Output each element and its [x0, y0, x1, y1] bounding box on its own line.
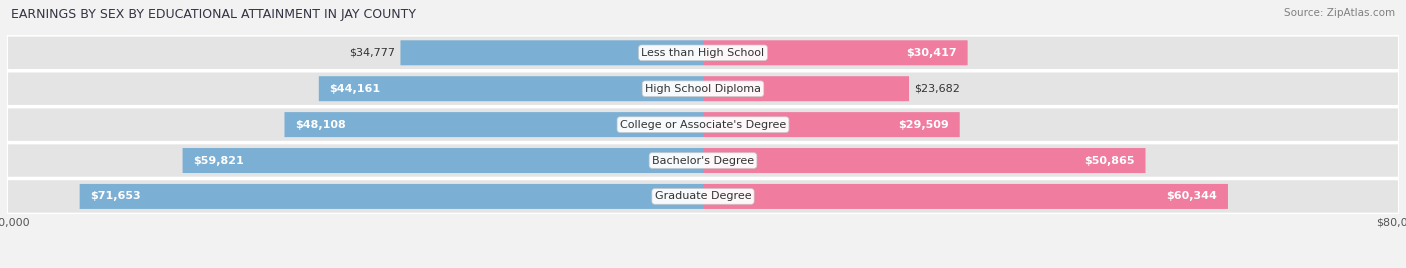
Text: Graduate Degree: Graduate Degree	[655, 191, 751, 202]
Text: $29,509: $29,509	[898, 120, 949, 130]
Text: $59,821: $59,821	[193, 155, 243, 166]
Text: Bachelor's Degree: Bachelor's Degree	[652, 155, 754, 166]
FancyBboxPatch shape	[284, 112, 703, 137]
FancyBboxPatch shape	[703, 112, 960, 137]
Text: $23,682: $23,682	[914, 84, 960, 94]
FancyBboxPatch shape	[401, 40, 703, 65]
FancyBboxPatch shape	[7, 143, 1399, 178]
FancyBboxPatch shape	[7, 36, 1399, 70]
Text: High School Diploma: High School Diploma	[645, 84, 761, 94]
FancyBboxPatch shape	[7, 72, 1399, 106]
Text: $48,108: $48,108	[295, 120, 346, 130]
FancyBboxPatch shape	[703, 148, 1146, 173]
Text: Source: ZipAtlas.com: Source: ZipAtlas.com	[1284, 8, 1395, 18]
FancyBboxPatch shape	[7, 179, 1399, 214]
FancyBboxPatch shape	[7, 107, 1399, 142]
FancyBboxPatch shape	[703, 184, 1227, 209]
Text: $50,865: $50,865	[1084, 155, 1135, 166]
Text: $44,161: $44,161	[329, 84, 381, 94]
Text: $60,344: $60,344	[1167, 191, 1218, 202]
FancyBboxPatch shape	[703, 76, 910, 101]
Text: $30,417: $30,417	[907, 48, 957, 58]
Text: College or Associate's Degree: College or Associate's Degree	[620, 120, 786, 130]
Text: $71,653: $71,653	[90, 191, 141, 202]
Text: EARNINGS BY SEX BY EDUCATIONAL ATTAINMENT IN JAY COUNTY: EARNINGS BY SEX BY EDUCATIONAL ATTAINMEN…	[11, 8, 416, 21]
Text: $34,777: $34,777	[349, 48, 395, 58]
FancyBboxPatch shape	[80, 184, 703, 209]
FancyBboxPatch shape	[319, 76, 703, 101]
Text: Less than High School: Less than High School	[641, 48, 765, 58]
FancyBboxPatch shape	[183, 148, 703, 173]
FancyBboxPatch shape	[703, 40, 967, 65]
